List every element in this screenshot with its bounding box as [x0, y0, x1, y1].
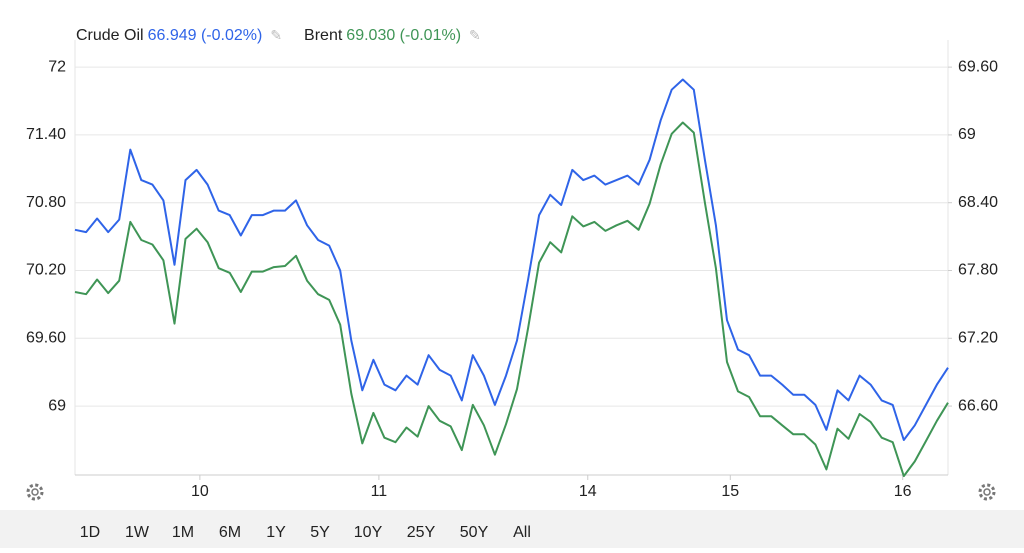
x-tick-label: 10 [191, 483, 209, 500]
settings-icon[interactable] [26, 483, 44, 501]
range-button[interactable]: 5Y [310, 524, 330, 541]
range-button[interactable]: 25Y [407, 524, 436, 541]
legend-value: 69.030 (-0.01%) [346, 27, 461, 44]
range-button[interactable]: 1M [172, 524, 194, 541]
series-line [74, 121, 949, 478]
legend-edit-icon: ✎ [270, 27, 282, 43]
y-tick-label: 70.20 [26, 262, 66, 279]
legend: Crude Oil 66.949 (-0.02%) ✎ Brent 69.030 (-0… [76, 27, 481, 45]
legend-name: Brent [304, 27, 343, 44]
x-tick-label: 15 [721, 483, 739, 500]
y-tick-label: 69.60 [26, 330, 66, 347]
legend-edit-icon: ✎ [469, 27, 481, 43]
y2-tick-label: 67.20 [958, 330, 998, 347]
y-tick-label: 72 [48, 58, 66, 75]
x-tick-label: 11 [371, 483, 388, 500]
range-button[interactable]: All [513, 524, 531, 541]
y2-tick-label: 67.80 [958, 262, 998, 279]
y2-tick-label: 66.60 [958, 397, 998, 414]
series-line [74, 78, 949, 441]
range-button[interactable]: 1W [125, 524, 150, 541]
y2-tick-label: 69.60 [958, 58, 998, 75]
y2-tick-label: 68.40 [958, 194, 998, 211]
range-button[interactable]: 1D [80, 524, 100, 541]
range-button[interactable]: 1Y [266, 524, 286, 541]
y-tick-label: 69 [48, 397, 66, 414]
y-tick-label: 71.40 [26, 126, 66, 143]
settings-icon[interactable] [978, 483, 996, 501]
legend-name: Crude Oil [76, 27, 144, 44]
range-bar [0, 510, 1024, 548]
x-tick-label: 16 [894, 483, 912, 500]
range-button[interactable]: 6M [219, 524, 241, 541]
x-tick-label: 14 [579, 483, 597, 500]
y2-tick-label: 69 [958, 126, 976, 143]
legend-value: 66.949 (-0.02%) [148, 27, 263, 44]
range-button[interactable]: 10Y [354, 524, 383, 541]
range-button[interactable]: 50Y [460, 524, 489, 541]
y-tick-label: 70.80 [26, 194, 66, 211]
